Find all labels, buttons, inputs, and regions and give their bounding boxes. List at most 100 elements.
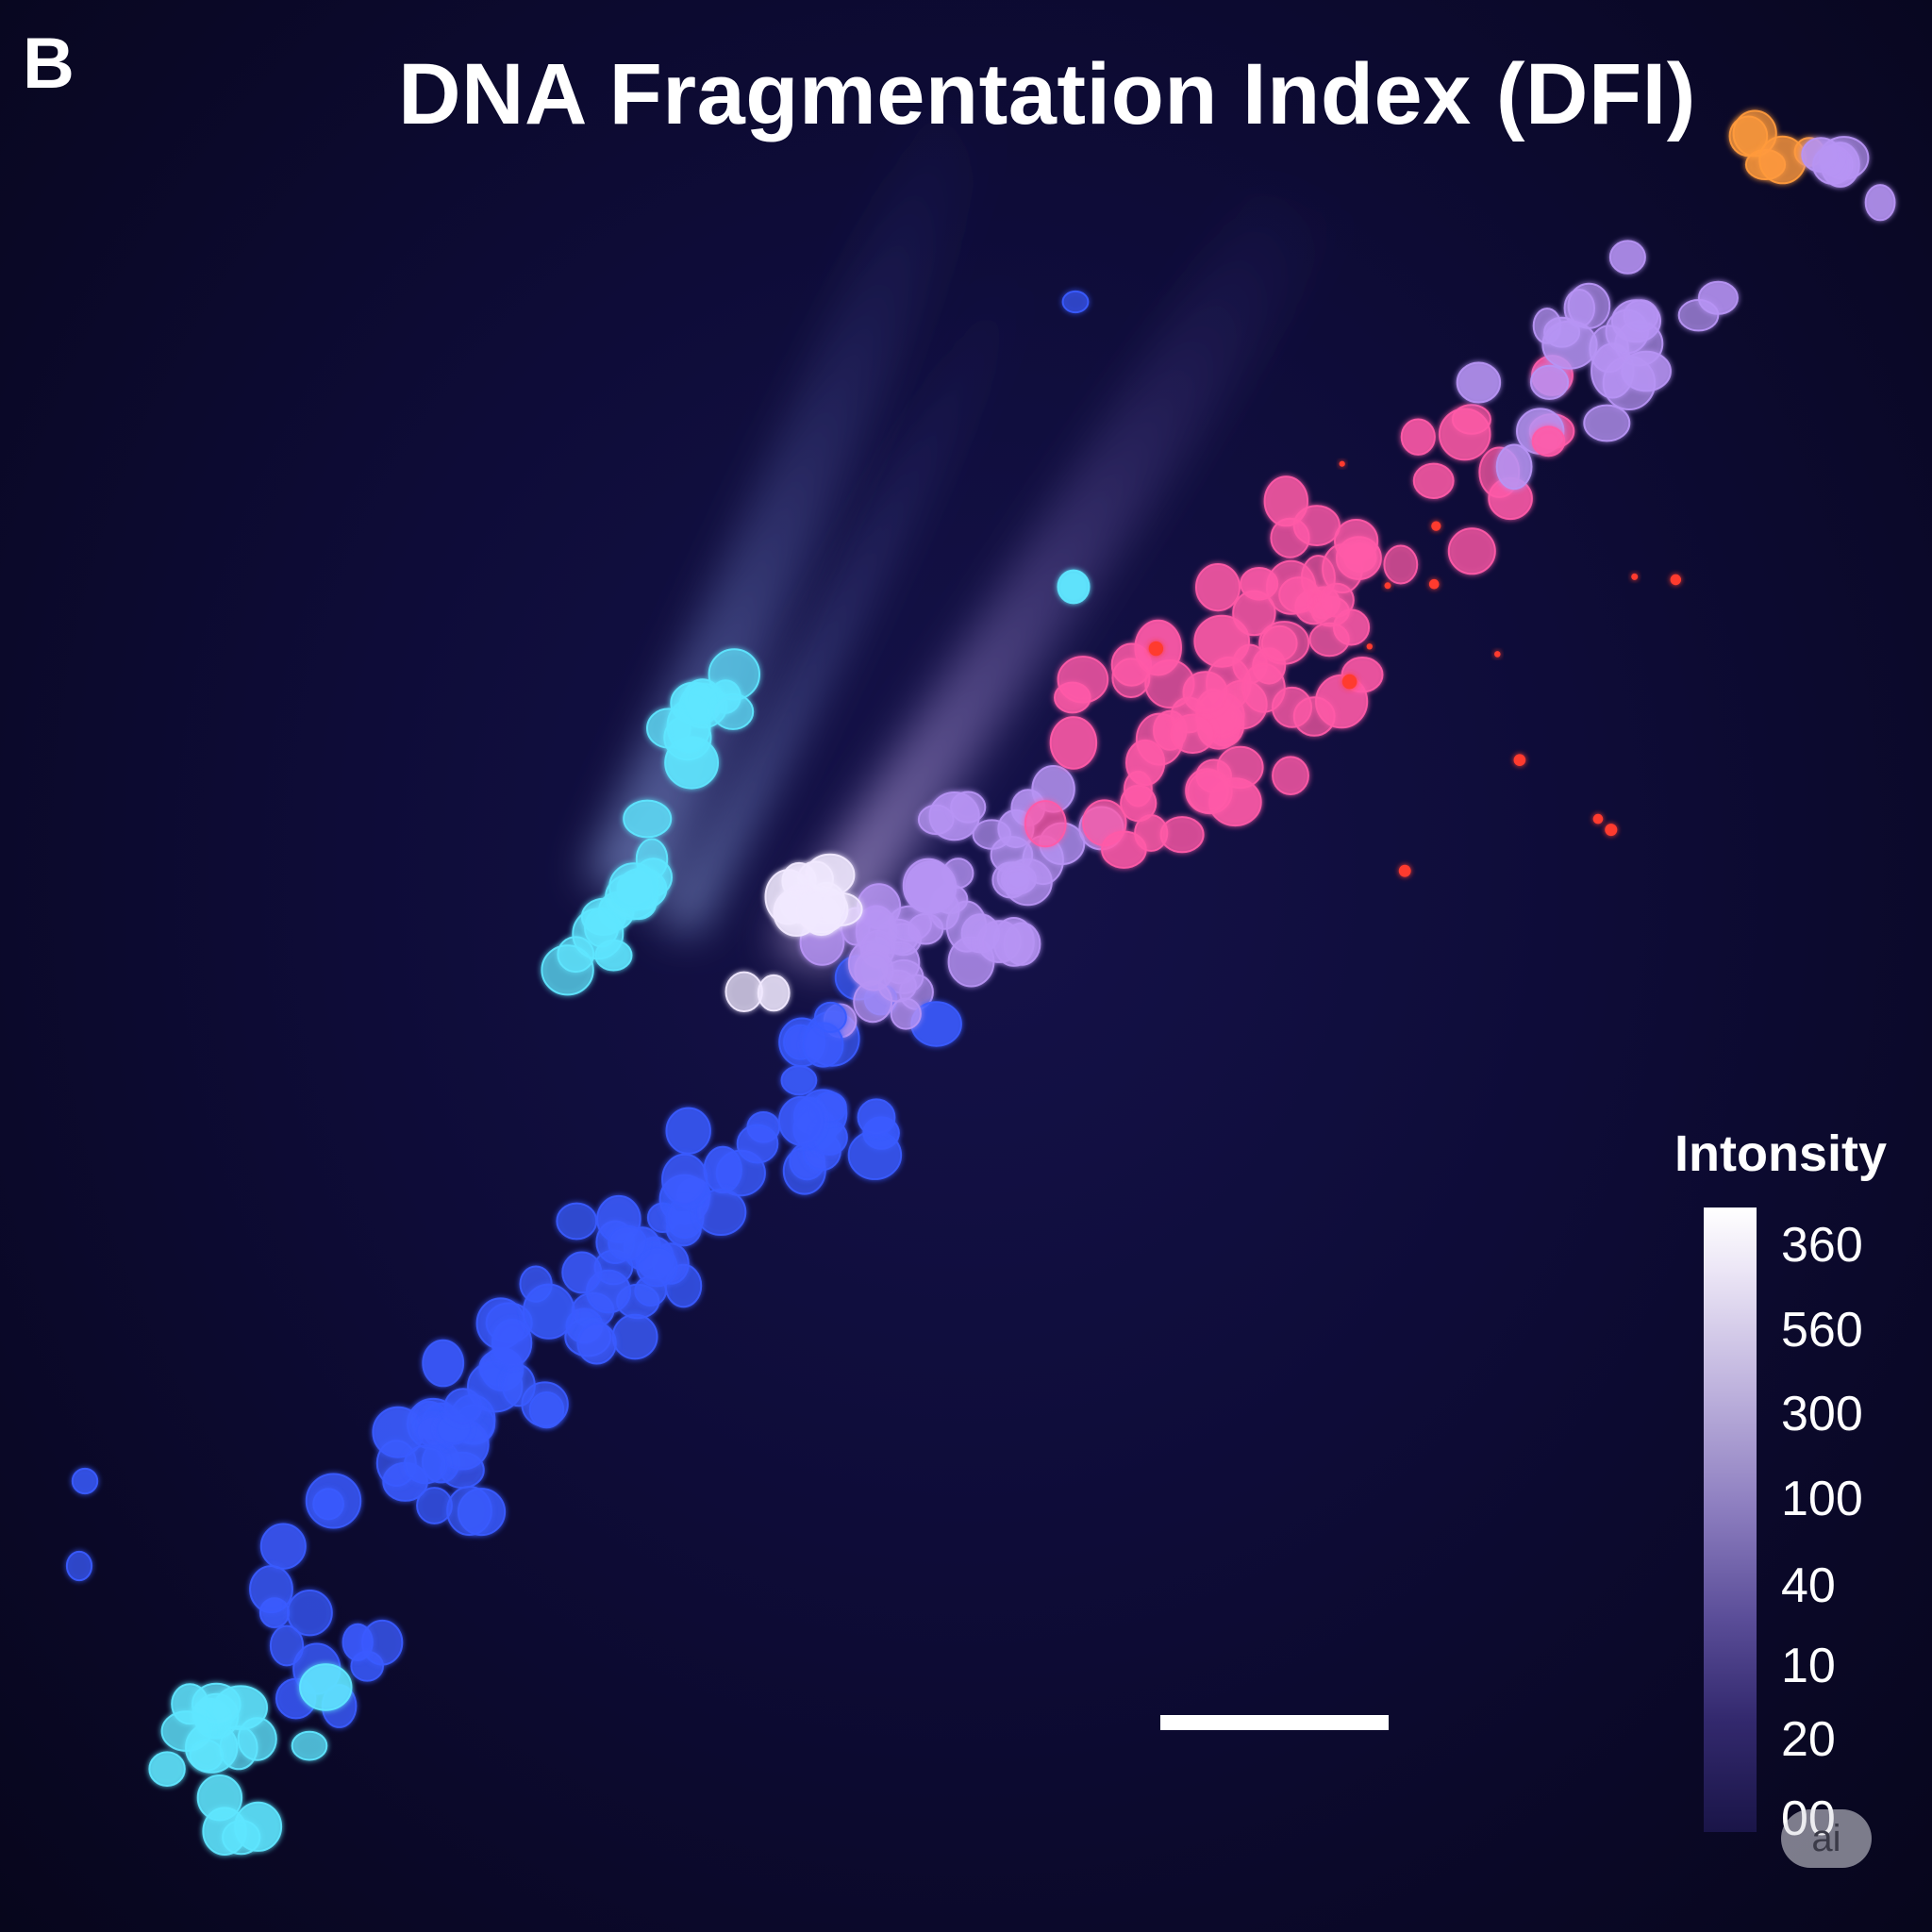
sperm-cell [694,1189,747,1236]
sperm-cell [259,1523,307,1570]
red-debris-dot [1398,864,1411,877]
sperm-cell [778,1095,825,1146]
sperm-cell [608,862,659,911]
red-debris-dot [1339,460,1345,467]
red-debris-dot [1494,651,1501,658]
sperm-cell [341,1623,374,1662]
sperm-cell [1621,350,1672,392]
sperm-cell [222,1819,261,1856]
sperm-cell [528,1391,565,1429]
sperm-cell [65,1550,93,1582]
sperm-cell [422,1339,465,1388]
sperm-cell [491,1319,533,1368]
sperm-cell [1623,299,1659,333]
red-debris-dot [1384,582,1391,590]
red-debris-dot [1513,754,1526,766]
sperm-cell [403,1444,448,1485]
sperm-cell [724,971,763,1013]
sperm-cell [1801,137,1841,174]
sperm-cell [1438,408,1491,461]
red-debris-dot [1428,578,1440,590]
figure-title: DNA Fragmentation Index (DFI) [398,46,1696,142]
sperm-cell [1134,814,1169,852]
sperm-cell [1240,567,1279,601]
sperm-cell [148,1751,186,1787]
sperm-cell [1024,800,1067,848]
sperm-cell [1412,462,1455,499]
sperm-cell [1000,863,1038,895]
colorbar-tick-label: 360 [1781,1218,1863,1273]
red-debris-dot [1366,643,1374,650]
colorbar-tick-label: 100 [1781,1472,1863,1526]
red-debris-dot [1631,573,1639,580]
sperm-cell [196,1774,243,1822]
sperm-cell [950,791,987,824]
sperm-cell [561,1251,603,1294]
sperm-cell [1272,756,1309,796]
sperm-cell [1057,656,1109,704]
red-debris-dot [1431,521,1441,531]
sperm-cell [711,692,755,730]
red-debris-dot [1592,813,1604,824]
sperm-cell [1531,425,1566,458]
sperm-cell [1447,527,1496,575]
sperm-cell [1182,671,1228,714]
sperm-cell [291,1730,328,1761]
colorbar-tick-label: 10 [1781,1639,1836,1693]
sperm-cell-cluster [65,109,1896,1856]
sperm-cell [1258,621,1310,665]
intensity-colorbar [1704,1208,1757,1832]
sperm-cell [446,1486,492,1536]
sperm-cell [1049,716,1098,770]
colorbar-tick-label: 20 [1781,1712,1836,1767]
sperm-cell [71,1467,99,1495]
sperm-cell [584,908,620,948]
sperm-cell [1292,696,1336,737]
colorbar-tick-label: 560 [1781,1303,1863,1357]
sperm-cell [1003,922,1041,966]
sperm-cell [857,1098,896,1137]
sperm-cell [703,1145,742,1194]
sperm-cell [780,1065,818,1096]
sperm-cell [287,1590,333,1637]
sperm-cell [1583,404,1631,442]
scale-bar [1160,1715,1389,1730]
sperm-cell [611,1313,658,1360]
sperm-cell [299,1663,353,1711]
red-debris-dot [1341,674,1357,690]
sperm-cell [890,997,922,1030]
sperm-cell [1383,544,1419,585]
red-debris-dot [1148,641,1164,657]
sperm-cell [608,1224,647,1261]
sperm-cell [192,1682,242,1726]
colorbar-tick-label: 40 [1781,1558,1836,1613]
panel-label: B [23,24,75,104]
sperm-cell [502,1364,536,1407]
sperm-cell [1195,563,1241,612]
sperm-cell [237,1717,277,1761]
sperm-cell [1728,115,1769,158]
colorbar-title: Intonsity [1674,1125,1887,1182]
sperm-cell [1170,713,1215,754]
sperm-cell [905,860,958,914]
sperm-cell [249,1565,293,1614]
sperm-cell [1400,418,1436,456]
sperm-cell [661,1153,708,1206]
colorbar-tick-label: 300 [1781,1387,1863,1441]
red-debris-dot [1670,574,1682,586]
sperm-cell [908,912,944,945]
sperm-cell [1864,184,1896,222]
fluorescence-streaks [585,113,1349,972]
sperm-cell [1541,320,1598,370]
sperm-cell [1061,290,1090,314]
sperm-cell [576,1322,617,1365]
sperm-cell [556,1202,598,1241]
sperm-cell [1187,770,1233,815]
sperm-cell [1758,135,1807,185]
sperm-cell [736,1124,779,1164]
red-debris-dot [1605,824,1618,837]
sperm-cell [1241,662,1286,713]
sperm-cell [813,1001,847,1034]
sperm-cell [1308,622,1350,658]
